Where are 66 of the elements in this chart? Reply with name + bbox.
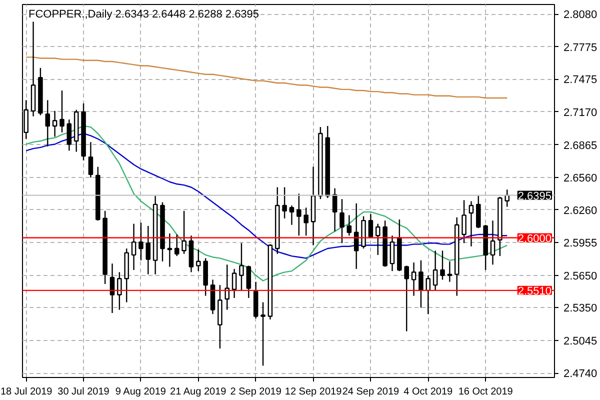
y-tick-label: 2.6560: [564, 172, 598, 185]
candlestick: [375, 223, 380, 256]
candlestick: [146, 225, 151, 275]
candlestick: [440, 250, 445, 280]
candlestick: [131, 223, 136, 271]
candlestick: [346, 214, 352, 236]
candlestick: [340, 198, 344, 244]
ref-line-label: 2.6395: [518, 190, 552, 202]
candlestick: [418, 260, 424, 308]
candlestick: [282, 186, 287, 220]
chart-title: FCOPPER.,Daily 2.6343 2.6448 2.6288 2.6395: [28, 8, 260, 20]
x-tick-label: 18 Jul 2019: [0, 386, 53, 398]
candlestick: [462, 200, 466, 244]
candlestick: [52, 110, 58, 138]
x-tick-label: 16 Oct 2019: [458, 386, 514, 398]
x-tick-label: 21 Aug 2019: [170, 386, 227, 398]
ref-line-label: 2.6000: [518, 232, 552, 245]
y-tick-label: 2.6865: [564, 140, 598, 152]
candlestick: [110, 262, 115, 314]
candlestick: [426, 274, 431, 315]
x-tick-label: 9 Aug 2019: [115, 386, 166, 398]
x-tick-label: 2 Sep 2019: [230, 386, 282, 398]
candlestick: [368, 214, 374, 238]
candlestick: [117, 272, 122, 310]
candlestick: [66, 118, 72, 152]
candlestick: [88, 141, 94, 178]
candlestick: [174, 234, 180, 257]
candlestick: [404, 265, 409, 332]
candlestick: [239, 242, 244, 292]
candlestick: [260, 302, 266, 366]
candlestick: [232, 268, 237, 299]
y-tick-label: 2.7475: [564, 74, 598, 86]
y-tick-label: 2.7775: [564, 42, 598, 54]
candlestick: [490, 220, 496, 266]
candlestick: [167, 232, 172, 268]
candlestick: [447, 260, 452, 282]
candlestick: [196, 248, 201, 272]
x-tick-label: 30 Jul 2019: [58, 386, 110, 398]
candlestick: [432, 250, 438, 292]
y-tick-label: 2.8080: [564, 9, 598, 22]
candlestick: [411, 262, 416, 296]
candlestick: [246, 265, 252, 299]
candlestick: [390, 235, 395, 272]
y-tick-label: 2.5955: [564, 238, 598, 250]
y-tick-label: 2.5350: [564, 302, 598, 315]
y-tick-label: 2.4740: [564, 368, 598, 380]
ref-line-label: 2.5510: [518, 285, 552, 298]
y-tick-label: 2.5045: [564, 335, 598, 348]
candlestick: [138, 222, 144, 261]
candlestick: [182, 210, 186, 254]
candlestick: [60, 90, 64, 134]
x-tick-label: 24 Sep 2019: [342, 386, 400, 398]
candlestick: [289, 204, 294, 226]
candlestick: [296, 193, 302, 236]
y-tick-label: 2.5650: [564, 270, 598, 282]
candlestick: [224, 264, 230, 310]
line-series: [25, 56, 508, 99]
y-tick-label: 2.6260: [564, 204, 598, 217]
candlestick: [45, 100, 50, 147]
candlestick: [203, 258, 208, 296]
candlestick: [468, 200, 474, 247]
candlestick: [476, 195, 481, 229]
candlestick: [304, 207, 308, 236]
x-tick-label: 4 Oct 2019: [404, 386, 454, 398]
x-tick-label: 12 Sep 2019: [284, 386, 342, 398]
y-tick-label: 2.7170: [564, 106, 598, 119]
